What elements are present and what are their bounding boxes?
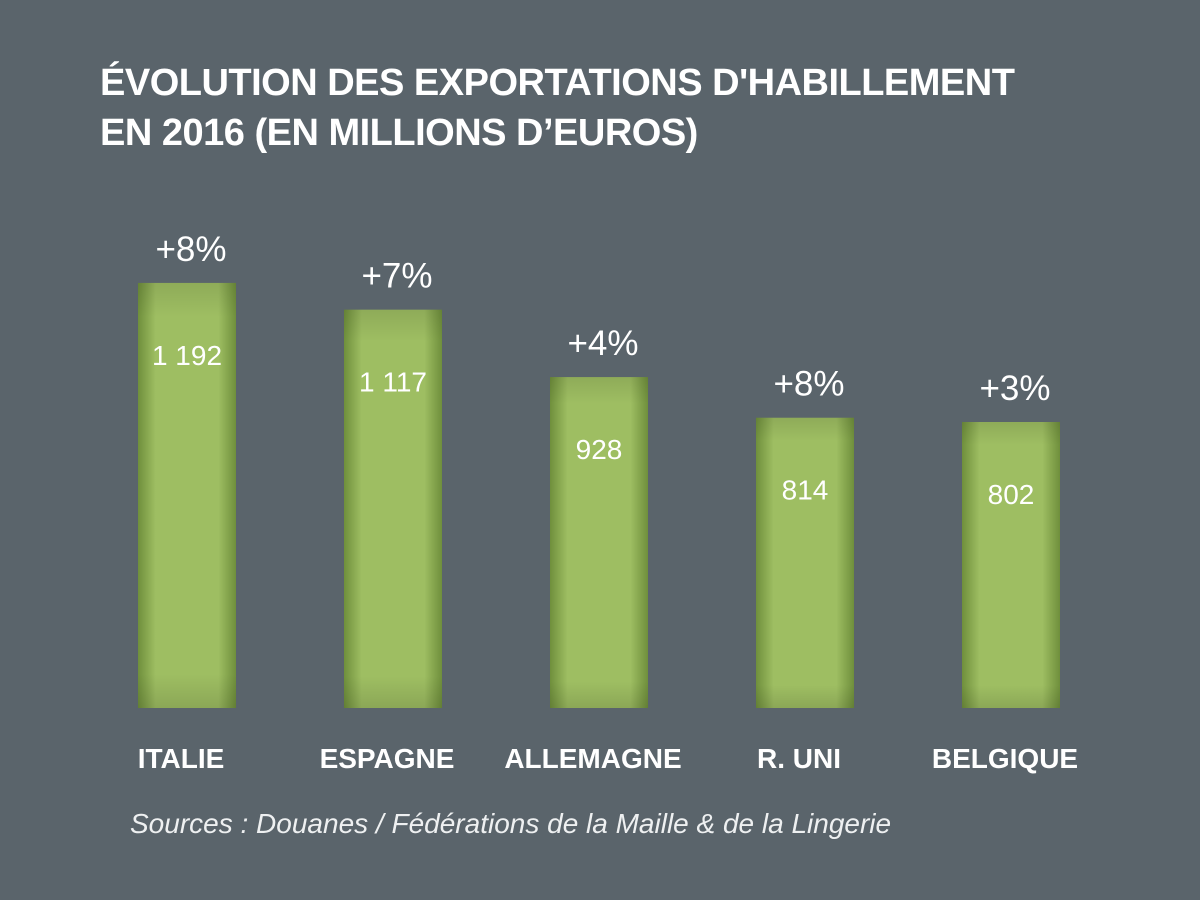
chart-title: ÉVOLUTION DES EXPORTATIONS D'HABILLEMENT… (100, 62, 1015, 154)
bar-group-allemagne: 928 +4% ALLEMAGNE (504, 324, 681, 774)
category-label-italie: ITALIE (138, 743, 225, 774)
bar-group-belgique: 802 +3% BELGIQUE (932, 369, 1078, 774)
category-label-belgique: BELGIQUE (932, 743, 1078, 774)
growth-label-italie: +8% (155, 230, 226, 269)
bar-group-r-uni: 814 +8% R. UNI (756, 365, 854, 774)
source-note: Sources : Douanes / Fédérations de la Ma… (130, 808, 892, 839)
data-label-italie: 1 192 (152, 340, 222, 371)
data-label-belgique: 802 (988, 479, 1035, 510)
data-label-r-uni: 814 (782, 475, 829, 506)
bar-shade-r-uni (756, 417, 854, 708)
bar-shade-belgique (962, 422, 1060, 708)
growth-label-belgique: +3% (979, 369, 1050, 408)
bar-shade-italie (138, 282, 236, 708)
bar-shade-allemagne (550, 377, 648, 708)
growth-label-allemagne: +4% (567, 324, 638, 363)
bar-group-espagne: 1 117 +7% ESPAGNE (320, 257, 455, 774)
bar-shade-espagne (344, 309, 442, 708)
data-label-espagne: 1 117 (359, 367, 427, 398)
data-label-allemagne: 928 (576, 434, 623, 465)
category-label-espagne: ESPAGNE (320, 743, 455, 774)
category-label-allemagne: ALLEMAGNE (504, 743, 681, 774)
growth-label-espagne: +7% (361, 257, 432, 296)
bar-group-italie: 1 192 +8% ITALIE (138, 230, 236, 774)
category-label-r-uni: R. UNI (757, 743, 841, 774)
growth-label-r-uni: +8% (773, 365, 844, 404)
